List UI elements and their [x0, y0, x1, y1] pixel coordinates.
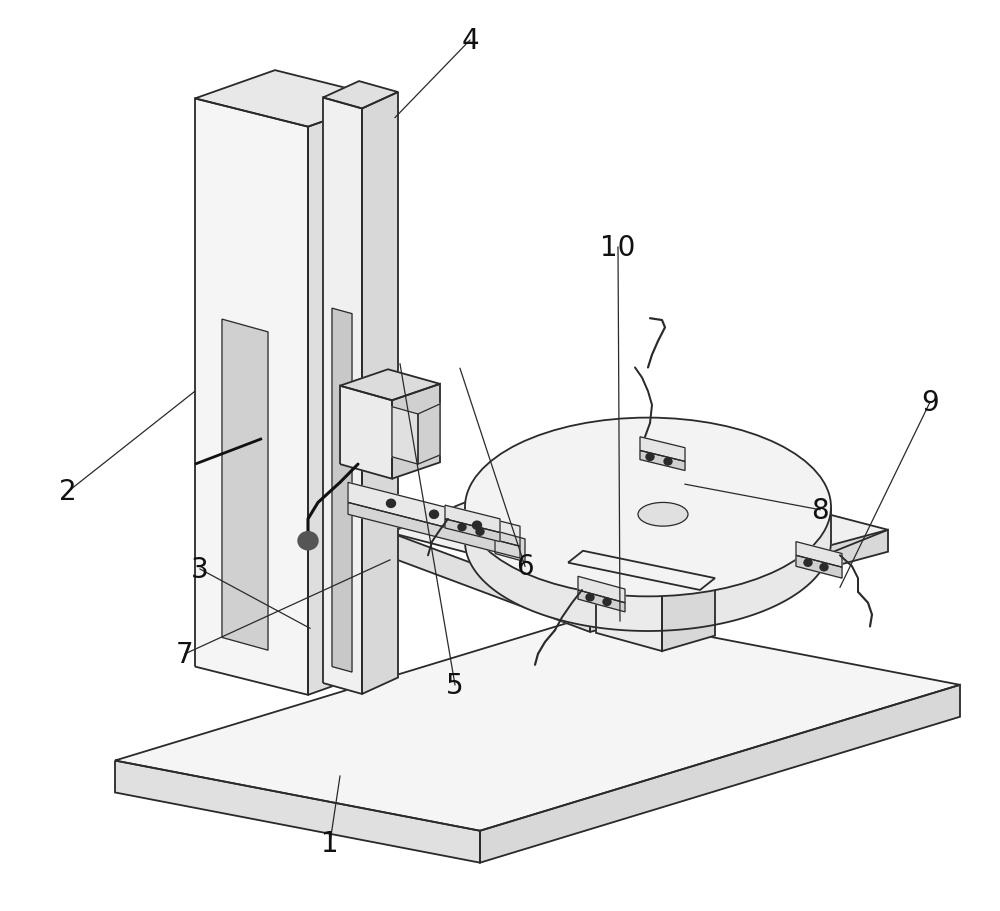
Polygon shape — [465, 507, 831, 631]
Circle shape — [603, 599, 611, 606]
Polygon shape — [390, 453, 888, 610]
Polygon shape — [596, 576, 662, 651]
Ellipse shape — [638, 503, 688, 527]
Polygon shape — [323, 98, 362, 694]
Circle shape — [820, 564, 828, 571]
Polygon shape — [195, 99, 308, 695]
Circle shape — [476, 528, 484, 536]
Polygon shape — [323, 82, 398, 109]
Text: 3: 3 — [191, 556, 209, 583]
Text: 8: 8 — [811, 496, 829, 524]
Polygon shape — [445, 506, 500, 533]
Polygon shape — [340, 370, 440, 401]
Polygon shape — [578, 590, 625, 612]
Polygon shape — [392, 384, 440, 479]
Polygon shape — [308, 99, 388, 695]
Polygon shape — [390, 533, 590, 632]
Text: 2: 2 — [59, 478, 77, 506]
Text: 7: 7 — [176, 640, 194, 668]
Polygon shape — [362, 93, 398, 694]
Polygon shape — [796, 556, 842, 578]
Polygon shape — [590, 530, 888, 632]
Circle shape — [804, 559, 812, 567]
Circle shape — [298, 532, 318, 550]
Polygon shape — [495, 531, 525, 562]
Polygon shape — [578, 577, 625, 603]
Circle shape — [646, 454, 654, 461]
Ellipse shape — [465, 418, 831, 597]
Polygon shape — [640, 451, 685, 471]
Text: 6: 6 — [516, 553, 534, 580]
Polygon shape — [796, 542, 842, 568]
Polygon shape — [568, 551, 715, 590]
Polygon shape — [115, 615, 960, 831]
Circle shape — [386, 499, 396, 508]
Polygon shape — [115, 761, 480, 863]
Polygon shape — [340, 386, 392, 479]
Polygon shape — [640, 437, 685, 462]
Polygon shape — [445, 519, 500, 542]
Polygon shape — [480, 685, 960, 863]
Circle shape — [473, 521, 482, 529]
Polygon shape — [332, 309, 352, 672]
Circle shape — [664, 458, 672, 466]
Polygon shape — [348, 483, 520, 547]
Text: 4: 4 — [461, 27, 479, 55]
Circle shape — [430, 510, 438, 518]
Polygon shape — [392, 407, 418, 465]
Text: 10: 10 — [600, 234, 636, 261]
Text: 1: 1 — [321, 829, 339, 856]
Polygon shape — [195, 71, 388, 128]
Polygon shape — [348, 503, 520, 558]
Text: 5: 5 — [446, 671, 464, 699]
Circle shape — [586, 594, 594, 601]
Polygon shape — [222, 320, 268, 650]
Circle shape — [458, 524, 466, 531]
Polygon shape — [662, 578, 715, 651]
Polygon shape — [418, 404, 440, 465]
Text: 9: 9 — [921, 389, 939, 416]
